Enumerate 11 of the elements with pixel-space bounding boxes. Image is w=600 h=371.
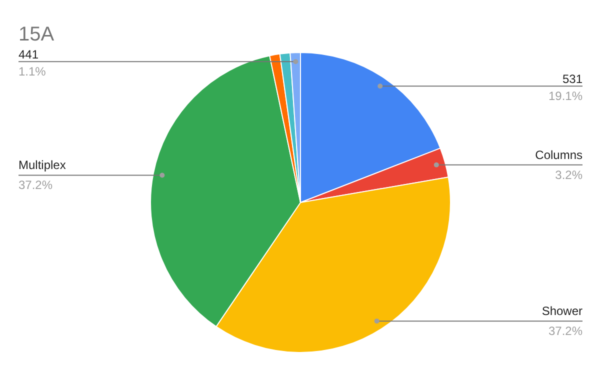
- chart-title: 15A: [18, 24, 55, 46]
- data-label: 37.2%: [548, 324, 583, 338]
- slice-label: 441: [18, 48, 39, 62]
- slice-label: Multiplex: [18, 158, 66, 172]
- data-label: 3.2%: [555, 168, 583, 182]
- slice-label: Shower: [542, 304, 583, 318]
- slice-label: Columns: [535, 148, 583, 162]
- slice-label: 531: [562, 72, 583, 86]
- data-label: 37.2%: [18, 178, 53, 192]
- data-label: 19.1%: [548, 89, 583, 104]
- data-label: 1.1%: [18, 64, 46, 79]
